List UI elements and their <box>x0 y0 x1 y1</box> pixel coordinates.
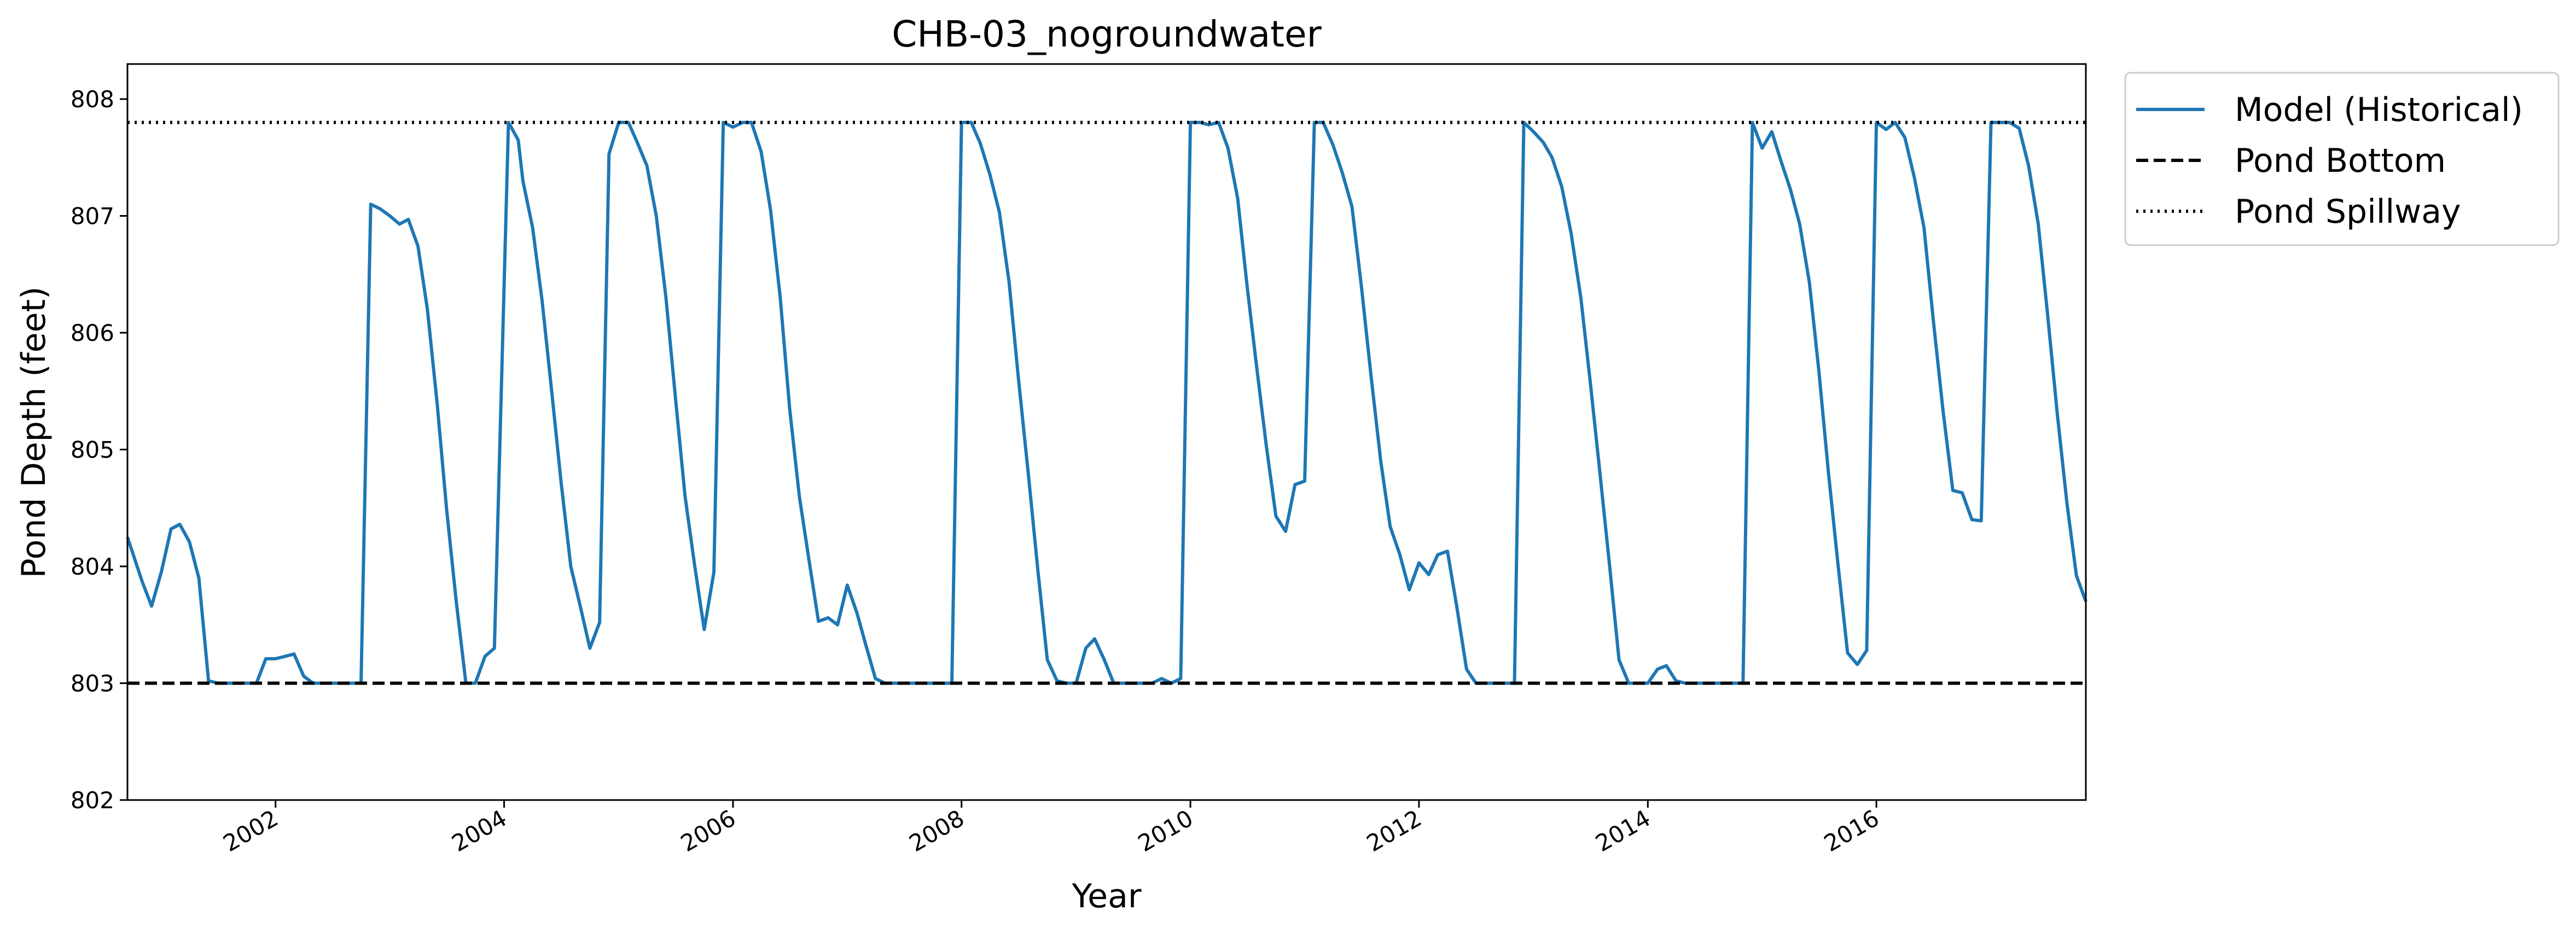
legend-frame <box>2124 72 2560 246</box>
y-axis-label: Pond Depth (feet) <box>15 286 53 578</box>
plot-frame <box>126 63 2087 801</box>
y-tick-label: 802 <box>71 787 114 814</box>
y-tick-label: 805 <box>71 437 114 463</box>
series-line-model-historical <box>126 120 2087 685</box>
legend-label: Pond Spillway <box>2235 193 2461 231</box>
x-tick-label: 2008 <box>905 804 969 857</box>
y-tick-label: 807 <box>71 203 114 230</box>
y-axis-ticks: 802 803 804 805 806 807 808 <box>71 86 127 814</box>
legend-label: Pond Bottom <box>2235 142 2446 180</box>
plot-lines <box>126 120 2087 685</box>
x-axis-label: Year <box>1071 877 1141 915</box>
x-tick-label: 2012 <box>1362 804 1426 857</box>
x-tick-label: 2002 <box>219 804 283 857</box>
y-tick-label: 803 <box>71 670 114 697</box>
legend-label: Model (Historical) <box>2235 91 2523 129</box>
legend: Model (Historical) Pond Bottom Pond Spillw… <box>2124 72 2560 246</box>
y-tick-label: 806 <box>71 320 114 346</box>
chart-title: CHB-03_nogroundwater <box>892 13 1322 55</box>
legend-entries: Model (Historical) Pond Bottom Pond Spillw… <box>2136 91 2523 231</box>
x-tick-label: 2006 <box>676 804 740 857</box>
x-tick-label: 2016 <box>1819 804 1883 857</box>
x-tick-label: 2010 <box>1133 804 1197 857</box>
x-tick-label: 2014 <box>1591 804 1655 857</box>
y-tick-label: 804 <box>71 553 114 580</box>
x-tick-label: 2004 <box>447 804 511 857</box>
y-tick-label: 808 <box>71 86 114 113</box>
x-axis-ticks: 2002 2004 2006 2008 2010 2012 2014 2016 <box>219 800 1883 857</box>
